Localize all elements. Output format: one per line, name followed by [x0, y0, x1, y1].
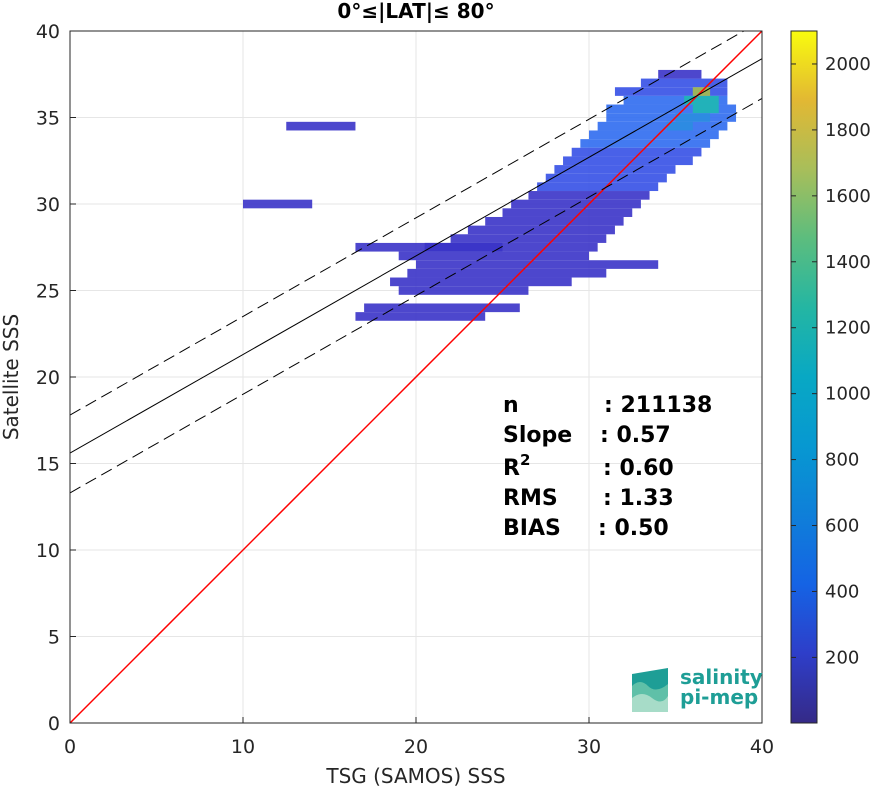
y-tick-label: 20 [36, 367, 60, 389]
colorbar-tick-label: 1800 [825, 120, 871, 141]
density-band [606, 104, 737, 114]
density-band [580, 139, 711, 148]
x-tick-label: 10 [231, 736, 255, 758]
chart-title: 0°≤|LAT|≤ 80° [337, 0, 494, 23]
colorbar-tick-label: 400 [825, 581, 859, 602]
y-tick-label: 15 [36, 454, 60, 476]
density-band [424, 242, 598, 252]
density-band [589, 130, 719, 140]
axis-ticks: 0 10 20 30 40 0 5 10 15 20 25 30 35 40 [36, 21, 774, 758]
density-band [364, 303, 520, 313]
y-tick-label: 10 [36, 540, 60, 562]
density-band [416, 260, 659, 269]
x-tick-label: 40 [750, 736, 774, 758]
density-band [606, 113, 737, 122]
stat-label: BIAS [503, 516, 561, 541]
density-band [355, 312, 486, 321]
colorbar-tick-label: 600 [825, 516, 859, 537]
density-band [528, 191, 650, 200]
colorbar-tick-label: 1400 [825, 252, 871, 273]
stat-label: Slope [503, 423, 572, 448]
colorbar-tick-label: 2000 [825, 54, 871, 75]
regression-upper-line [70, 31, 745, 416]
colorbar-ticks: 200 400 600 800 1000 1200 1400 1600 1800 2000 [791, 54, 871, 668]
density-band [563, 156, 693, 166]
logo-line2: pi-mep [680, 685, 758, 709]
density-band [286, 121, 356, 131]
stat-superscript: 2 [520, 451, 530, 469]
stat-label: RMS [503, 486, 558, 511]
density-cloud [243, 69, 737, 321]
density-band [398, 251, 589, 261]
stat-value: : 0.60 [603, 456, 674, 481]
stat-value: : 1.33 [603, 486, 674, 511]
density-band [450, 234, 607, 243]
x-tick-label: 0 [64, 736, 76, 758]
stat-value: : 0.50 [598, 516, 669, 541]
density-band [623, 95, 728, 105]
density-band [407, 268, 607, 278]
density-band [684, 95, 719, 105]
fit-lines [70, 31, 762, 723]
x-axis-title: TSG (SAMOS) SSS [325, 764, 505, 788]
colorbar-tick-label: 800 [825, 450, 859, 471]
regression-lower-line [70, 98, 762, 494]
stats-box: n : 211138 Slope : 0.57 R2 : 0.60 RMS : 1.33 BIA… [503, 393, 712, 541]
y-tick-label: 30 [36, 194, 60, 216]
stat-label: R2 [503, 451, 530, 481]
density-band [485, 216, 624, 226]
colorbar-tick-label: 1600 [825, 186, 871, 207]
y-tick-label: 0 [48, 713, 60, 735]
y-tick-label: 25 [36, 281, 60, 303]
density-band [398, 286, 529, 295]
density-band [666, 121, 693, 131]
logo-waves-icon [632, 668, 668, 712]
density-band [675, 113, 711, 122]
density-band [502, 208, 633, 217]
density-band [243, 199, 313, 209]
stat-value: : 0.57 [600, 423, 671, 448]
density-band [692, 104, 719, 114]
density-band [658, 69, 702, 79]
x-tick-label: 20 [404, 736, 428, 758]
stat-value: : 211138 [604, 393, 712, 418]
y-tick-label: 5 [48, 627, 60, 649]
density-band [597, 121, 728, 131]
density-band [554, 165, 676, 174]
colorbar-tick-label: 200 [825, 647, 859, 668]
density-band [537, 182, 659, 192]
colorbar-tick-label: 1200 [825, 318, 871, 339]
colorbar-tick-label: 1000 [825, 384, 871, 405]
logo-line1: salinity [680, 665, 763, 689]
y-axis-title: Satellite SSS [0, 314, 23, 440]
density-band [571, 147, 702, 157]
density-band [640, 78, 728, 88]
density-band [614, 87, 728, 96]
identity-line [70, 31, 762, 723]
logo: salinity pi-mep [632, 665, 763, 712]
x-tick-label: 30 [577, 736, 601, 758]
regression-line [70, 58, 762, 454]
density-band [467, 225, 615, 235]
stat-label: n [503, 393, 519, 418]
density-band [545, 173, 667, 183]
y-tick-label: 35 [36, 108, 60, 130]
y-tick-label: 40 [36, 21, 60, 43]
density-band [390, 277, 572, 287]
colorbar [790, 30, 818, 724]
density-band [355, 242, 503, 252]
